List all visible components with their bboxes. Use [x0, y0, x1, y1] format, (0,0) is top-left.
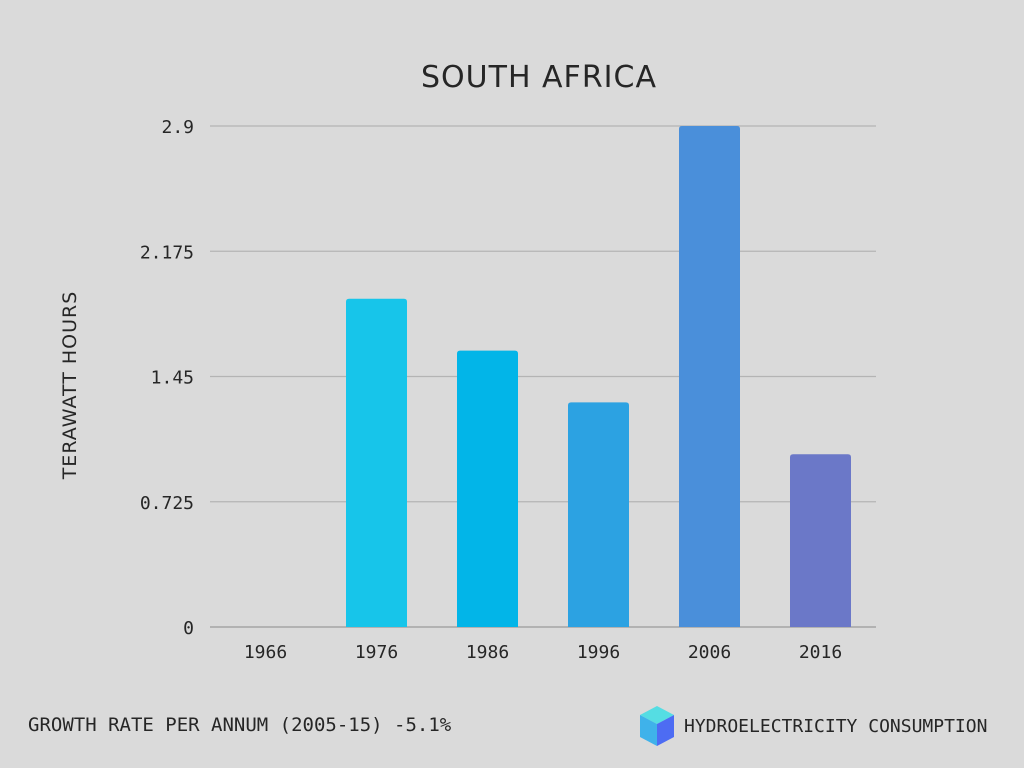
cube-icon: [640, 706, 674, 746]
y-axis-label: TERAWATT HOURS: [59, 291, 81, 481]
bar-2016: [790, 454, 851, 627]
bar-1976: [346, 298, 407, 627]
x-tick-label: 2006: [688, 642, 731, 663]
brand-label: HYDROELECTRICITY CONSUMPTION: [684, 716, 988, 737]
y-tick-label: 0.725: [140, 493, 194, 514]
x-tick-label: 1996: [577, 642, 620, 663]
x-tick-label: 1966: [244, 642, 287, 663]
chart-title: SOUTH AFRICA: [421, 60, 657, 95]
bar-1996: [568, 402, 629, 627]
bar-1986: [457, 350, 518, 627]
bar-2006: [679, 126, 740, 627]
y-tick-labels: 0 0.725 1.45 2.175 2.9: [140, 117, 194, 639]
bars: [346, 126, 851, 627]
y-tick-label: 0: [183, 618, 194, 639]
x-tick-label: 2016: [799, 642, 842, 663]
y-tick-label: 2.9: [161, 117, 194, 138]
y-tick-label: 1.45: [151, 368, 194, 389]
x-tick-label: 1976: [355, 642, 398, 663]
x-tick-label: 1986: [466, 642, 509, 663]
x-tick-labels: 1966 1976 1986 1996 2006 2016: [244, 642, 842, 663]
growth-rate-note: GROWTH RATE PER ANNUM (2005-15) -5.1%: [28, 714, 452, 736]
bar-chart: SOUTH AFRICA TERAWATT HOURS 0 0.725 1.45 2.…: [59, 60, 876, 663]
gridlines: [210, 125, 876, 628]
y-tick-label: 2.175: [140, 242, 194, 263]
